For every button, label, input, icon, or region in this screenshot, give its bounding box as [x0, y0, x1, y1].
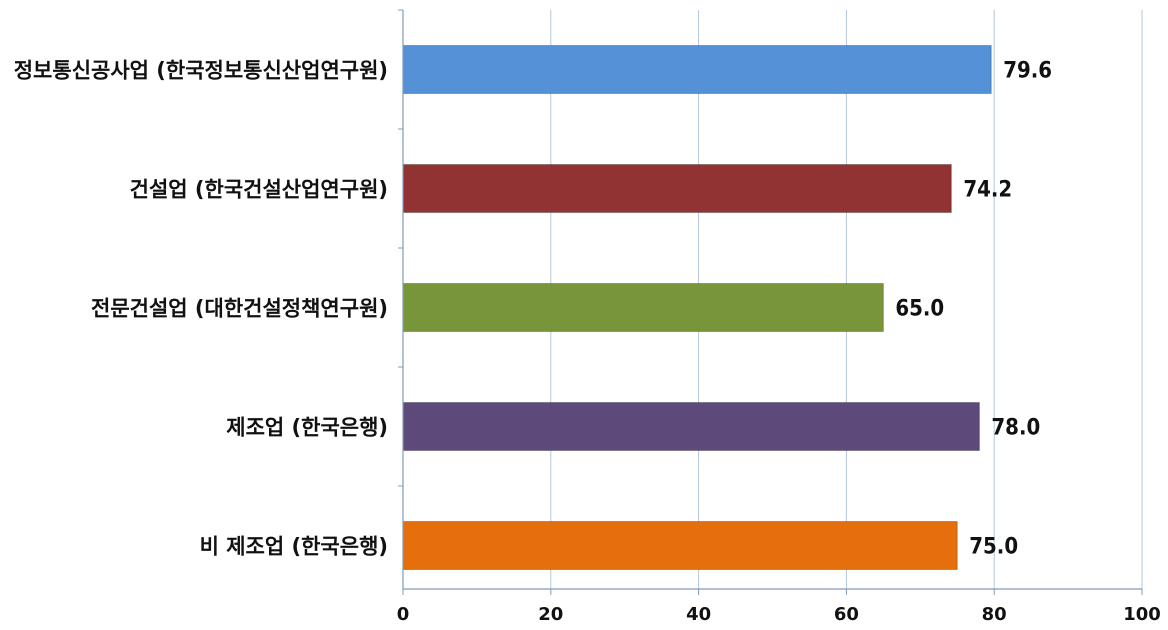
bar-value-label: 79.6: [1003, 59, 1052, 84]
bar: [402, 402, 980, 451]
x-tick-label: 60: [834, 604, 859, 625]
labels: 0 20 40 60 80 100 79.6 정보통신공사업 (한국정보통신산업연구원) 74.…: [14, 59, 1161, 626]
x-tick-label: 0: [397, 604, 410, 625]
category-label: 건설업 (한국건설산업연구원): [130, 178, 388, 202]
bar: [402, 521, 958, 570]
category-label: 제조업 (한국은행): [226, 416, 388, 440]
bar: [402, 283, 884, 332]
bar: [402, 164, 952, 213]
category-label: 비 제조업 (한국은행): [200, 535, 388, 559]
x-tick-label: 100: [1123, 604, 1161, 625]
axes: [398, 9, 1143, 595]
x-tick-label: 20: [538, 604, 563, 625]
bar-value-label: 65.0: [895, 297, 944, 322]
category-label: 전문건설업 (대한건설정책연구원): [91, 297, 388, 321]
bar-value-label: 75.0: [969, 535, 1018, 560]
bar-value-label: 74.2: [963, 178, 1012, 203]
category-label: 정보통신공사업 (한국정보통신산업연구원): [14, 59, 388, 83]
x-tick-label: 80: [982, 604, 1007, 625]
bar-value-label: 78.0: [991, 416, 1040, 441]
bar: [402, 45, 992, 94]
x-tick-label: 40: [686, 604, 711, 625]
